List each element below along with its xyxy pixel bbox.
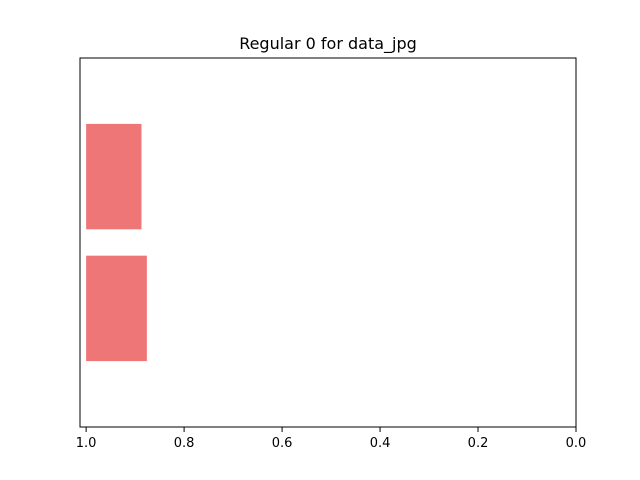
bar-1 — [86, 255, 147, 362]
x-tick-label-4: 0.2 — [468, 436, 489, 451]
x-tick-label-2: 0.6 — [272, 436, 293, 451]
chart-title: Regular 0 for data_jpg — [239, 34, 417, 53]
x-tick-label-0: 1.0 — [76, 436, 97, 451]
x-tick-label-5: 0.0 — [566, 436, 587, 451]
x-tick-label-1: 0.8 — [174, 436, 195, 451]
bar-0 — [86, 123, 142, 230]
x-tick-label-3: 0.4 — [370, 436, 391, 451]
plot-frame — [79, 57, 577, 428]
